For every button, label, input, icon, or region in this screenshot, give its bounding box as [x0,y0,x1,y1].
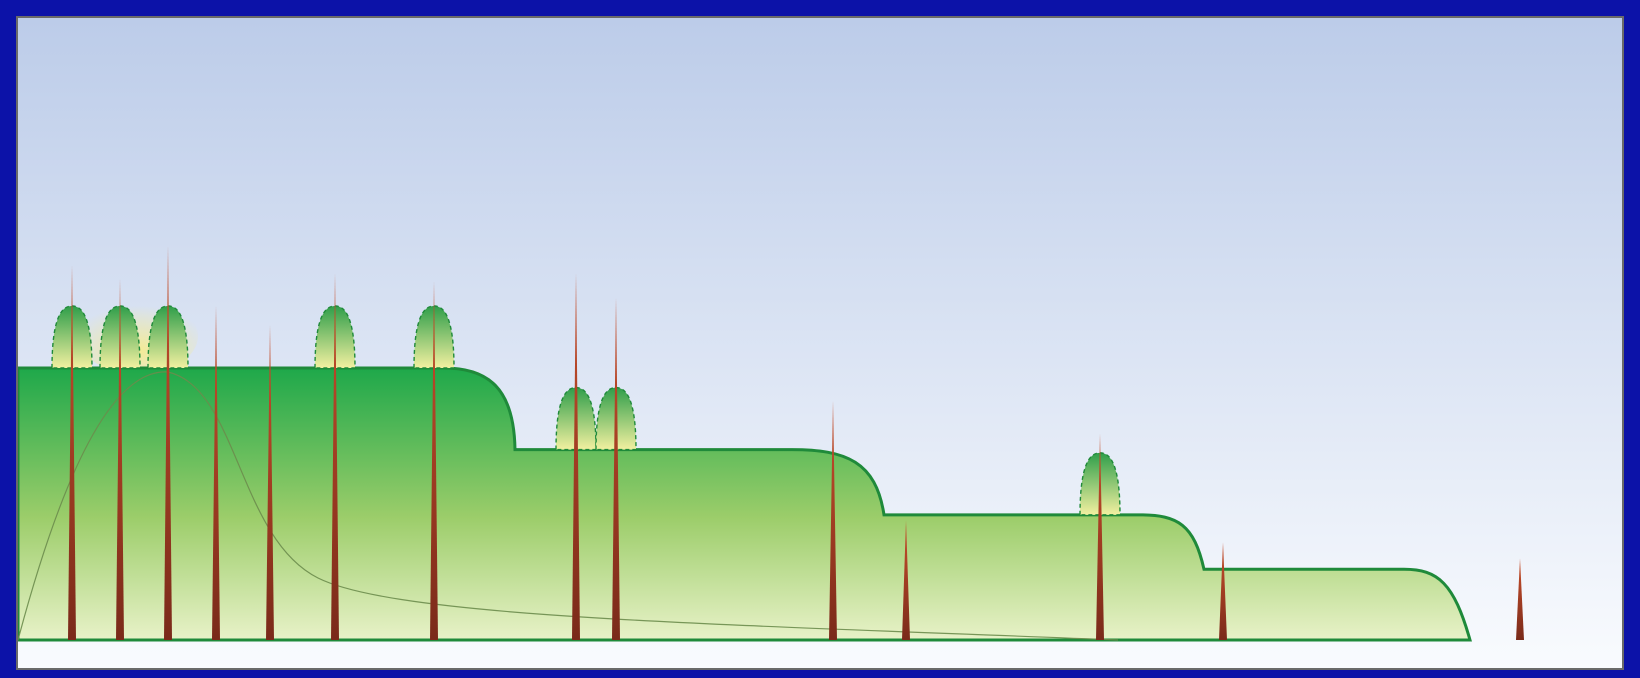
spike-4 [212,305,220,640]
spike-3 [164,245,172,640]
spike-13 [1219,542,1227,640]
spike-10 [829,400,837,640]
spike-7 [430,280,438,640]
spike-9 [612,297,620,640]
spike-11 [902,520,910,640]
diagram-panel [16,16,1624,670]
spike-12 [1096,433,1104,640]
spike-8 [572,272,580,640]
spike-2 [116,278,124,640]
spike-5 [266,324,274,640]
spike-1 [68,264,76,640]
decay-line [18,371,1119,641]
spike-group [68,245,1524,640]
plateau-staircase [18,366,1472,642]
spike-14 [1516,558,1524,640]
decay-curve [18,371,1119,641]
spike-6 [331,272,339,640]
diagram-canvas [18,18,1622,668]
plateau-area [18,366,1472,642]
